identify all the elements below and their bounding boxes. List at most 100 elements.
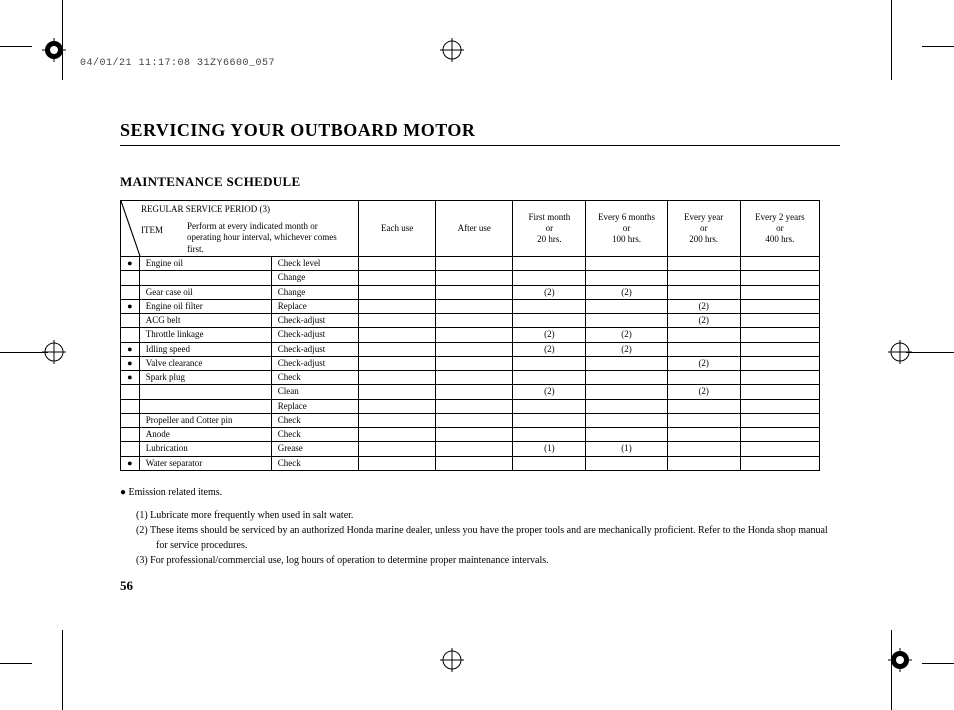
- schedule-cell: [740, 356, 819, 370]
- schedule-cell: (2): [667, 299, 740, 313]
- print-header-stamp: 04/01/21 11:17:08 31ZY6600_057: [80, 58, 275, 69]
- footnotes: ● Emission related items. (1) Lubricate …: [120, 485, 840, 568]
- section-subtitle: MAINTENANCE SCHEDULE: [120, 174, 840, 190]
- emission-bullet: ●: [121, 371, 140, 385]
- table-header-left: REGULAR SERVICE PERIOD (3) ITEM Perform …: [121, 201, 359, 257]
- schedule-cell: (2): [586, 285, 667, 299]
- schedule-cell: [740, 342, 819, 356]
- schedule-cell: (2): [513, 342, 586, 356]
- schedule-cell: [513, 356, 586, 370]
- schedule-cell: [513, 314, 586, 328]
- schedule-cell: (1): [586, 442, 667, 456]
- item-action: Check: [271, 413, 358, 427]
- schedule-cell: [586, 271, 667, 285]
- schedule-cell: [586, 428, 667, 442]
- table-row: Propeller and Cotter pinCheck: [121, 413, 820, 427]
- schedule-cell: [436, 328, 513, 342]
- item-name: ACG belt: [139, 314, 271, 328]
- schedule-cell: [586, 413, 667, 427]
- item-name: Engine oil: [139, 257, 271, 271]
- schedule-cell: [740, 299, 819, 313]
- item-name: Anode: [139, 428, 271, 442]
- schedule-cell: [667, 399, 740, 413]
- item-action: Replace: [271, 399, 358, 413]
- table-body: ●Engine oilCheck levelChangeGear case oi…: [121, 257, 820, 471]
- footnote-item: (3) For professional/commercial use, log…: [136, 553, 840, 568]
- page-number: 56: [120, 578, 133, 594]
- item-action: Check-adjust: [271, 342, 358, 356]
- table-column-every-year: Every yearor200 hrs.: [667, 201, 740, 257]
- item-name: Water separator: [139, 456, 271, 470]
- crop-mark: [891, 0, 892, 80]
- schedule-cell: [667, 257, 740, 271]
- table-column-six-months: Every 6 monthsor100 hrs.: [586, 201, 667, 257]
- schedule-cell: [359, 342, 436, 356]
- crop-mark: [922, 663, 954, 664]
- schedule-cell: (2): [586, 342, 667, 356]
- crop-mark: [0, 352, 48, 353]
- schedule-cell: [513, 371, 586, 385]
- footnote-item: (1) Lubricate more frequently when used …: [136, 508, 840, 523]
- schedule-cell: [359, 428, 436, 442]
- schedule-cell: [359, 356, 436, 370]
- schedule-cell: [359, 285, 436, 299]
- schedule-cell: [436, 257, 513, 271]
- footnote-list: (1) Lubricate more frequently when used …: [120, 508, 840, 568]
- schedule-cell: [740, 456, 819, 470]
- item-name: Valve clearance: [139, 356, 271, 370]
- registration-mark-icon: [440, 648, 464, 672]
- item-name: Spark plug: [139, 371, 271, 385]
- schedule-cell: [436, 314, 513, 328]
- schedule-cell: [513, 271, 586, 285]
- item-action: Replace: [271, 299, 358, 313]
- emission-bullet: [121, 314, 140, 328]
- schedule-cell: [513, 413, 586, 427]
- schedule-cell: (2): [667, 385, 740, 399]
- schedule-cell: [359, 314, 436, 328]
- emission-bullet: ●: [121, 342, 140, 356]
- schedule-cell: (2): [513, 285, 586, 299]
- item-action: Check-adjust: [271, 328, 358, 342]
- registration-mark-icon: [440, 38, 464, 62]
- schedule-cell: [359, 257, 436, 271]
- schedule-cell: [740, 314, 819, 328]
- schedule-cell: [436, 371, 513, 385]
- emission-bullet: [121, 271, 140, 285]
- item-action: Check: [271, 428, 358, 442]
- table-row: ACG beltCheck-adjust(2): [121, 314, 820, 328]
- crop-mark: [0, 46, 32, 47]
- footnote-item: (2) These items should be serviced by an…: [136, 523, 840, 553]
- schedule-cell: [740, 413, 819, 427]
- emission-bullet: [121, 413, 140, 427]
- registration-mark-icon: [888, 648, 912, 672]
- item-name: [139, 385, 271, 399]
- schedule-cell: [667, 428, 740, 442]
- crop-mark: [922, 46, 954, 47]
- schedule-cell: [359, 399, 436, 413]
- schedule-cell: (2): [513, 385, 586, 399]
- table-row: Clean(2)(2): [121, 385, 820, 399]
- emission-bullet: ●: [121, 456, 140, 470]
- emission-note: ● Emission related items.: [120, 485, 840, 500]
- table-row: ●Spark plugCheck: [121, 371, 820, 385]
- schedule-cell: [436, 442, 513, 456]
- schedule-cell: [586, 456, 667, 470]
- item-action: Grease: [271, 442, 358, 456]
- schedule-cell: [436, 285, 513, 299]
- schedule-cell: [359, 456, 436, 470]
- schedule-cell: (2): [667, 356, 740, 370]
- table-row: ●Engine oilCheck level: [121, 257, 820, 271]
- table-row: ●Engine oil filterReplace(2): [121, 299, 820, 313]
- page: 04/01/21 11:17:08 31ZY6600_057 SERVICING…: [0, 0, 954, 710]
- page-title: SERVICING YOUR OUTBOARD MOTOR: [120, 120, 840, 146]
- item-name: [139, 399, 271, 413]
- schedule-cell: [586, 385, 667, 399]
- schedule-cell: [359, 299, 436, 313]
- schedule-cell: [436, 428, 513, 442]
- schedule-cell: [436, 356, 513, 370]
- schedule-cell: [586, 356, 667, 370]
- table-header-regular-service: REGULAR SERVICE PERIOD (3): [141, 204, 270, 215]
- table-header-item-label: ITEM: [141, 225, 163, 236]
- schedule-cell: [586, 257, 667, 271]
- emission-bullet: [121, 399, 140, 413]
